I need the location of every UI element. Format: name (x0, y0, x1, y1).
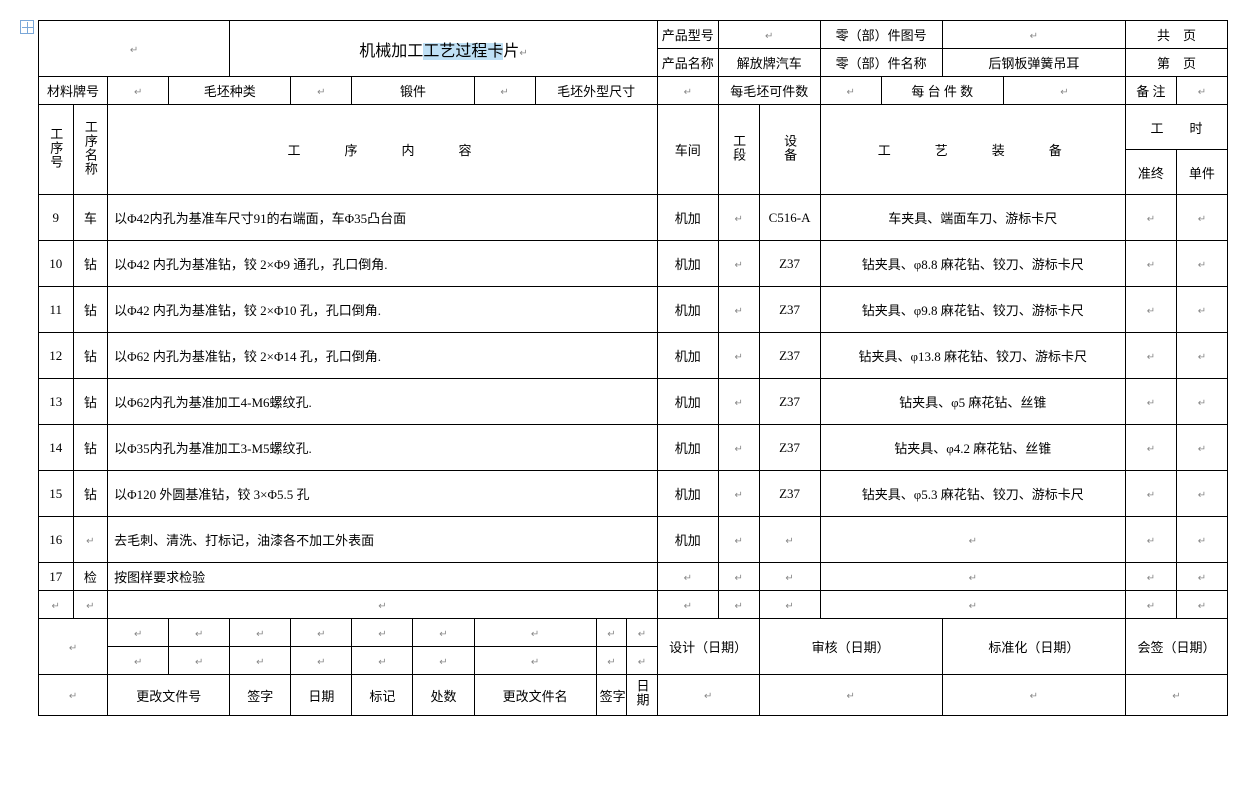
value-blank-type: 锻件 (352, 77, 474, 105)
label-std: 标准化（日期） (942, 619, 1125, 675)
signature-row-3: ↵ 更改文件号 签字 日期 标记 处数 更改文件名 签字 日期 ↵ ↵ ↵ ↵ (38, 675, 1227, 716)
label-date-2: 日期 (627, 675, 658, 716)
label-qty: 处数 (413, 675, 474, 716)
label-signature: 签字 (230, 675, 291, 716)
label-total-pages: 共 页 (1125, 21, 1227, 49)
label-audit: 审核（日期） (759, 619, 942, 675)
table-row: 10钻 以Φ42 内孔为基准钻，铰 2×Φ9 通孔，孔口倒角. 机加↵Z37 钻… (38, 241, 1227, 287)
label-part-name: 零（部）件名称 (820, 49, 942, 77)
label-cosign: 会签（日期） (1125, 619, 1227, 675)
label-part-drawing: 零（部）件图号 (820, 21, 942, 49)
label-time: 工 时 (1125, 105, 1227, 150)
label-design: 设计（日期） (657, 619, 759, 675)
label-unit-time: 单件 (1176, 150, 1227, 195)
signature-row-1: ↵ ↵↵↵ ↵↵↵ ↵↵↵ 设计（日期） 审核（日期） 标准化（日期） 会签（日… (38, 619, 1227, 647)
process-card-table: ↵ 机械加工工艺过程卡片↵ 产品型号 ↵ 零（部）件图号 ↵ 共 页 产品名称 … (38, 20, 1228, 716)
table-row: 9车 以Φ42内孔为基准车尺寸91的右端面，车Φ35凸台面 机加↵C516-A … (38, 195, 1227, 241)
label-date: 日期 (291, 675, 352, 716)
table-row: 14钻 以Φ35内孔为基准加工3-M5螺纹孔. 机加↵Z37 钻夹具、φ4.2 … (38, 425, 1227, 471)
label-seq-name: 工序名称 (73, 105, 108, 195)
header-row-4: 工序号 工序名称 工 序 内 容 车间 工段 设备 工 艺 装 备 工 时 (38, 105, 1227, 150)
label-per-blank: 每毛坯可件数 (718, 77, 820, 105)
table-row: 15钻 以Φ120 外圆基准钻，铰 3×Φ5.5 孔 机加↵Z37 钻夹具、φ5… (38, 471, 1227, 517)
label-change-name: 更改文件名 (474, 675, 596, 716)
label-signature-2: 签字 (596, 675, 627, 716)
table-anchor-icon (20, 20, 34, 34)
value-part-name: 后钢板弹簧吊耳 (942, 49, 1125, 77)
label-seq-no: 工序号 (38, 105, 73, 195)
label-shop: 车间 (657, 105, 718, 195)
value-product-name: 解放牌汽车 (718, 49, 820, 77)
label-change-doc: 更改文件号 (108, 675, 230, 716)
label-prep-time: 准终 (1125, 150, 1176, 195)
label-mark: 标记 (352, 675, 413, 716)
table-row: 11钻 以Φ42 内孔为基准钻，铰 2×Φ10 孔，孔口倒角. 机加↵Z37 钻… (38, 287, 1227, 333)
label-product-model: 产品型号 (657, 21, 718, 49)
label-fixture: 工 艺 装 备 (820, 105, 1125, 195)
label-page-no: 第 页 (1125, 49, 1227, 77)
table-row: 16↵ 去毛刺、清洗、打标记，油漆各不加工外表面 机加↵↵ ↵↵↵ (38, 517, 1227, 563)
label-blank-size: 毛坯外型尺寸 (535, 77, 657, 105)
label-blank-type: 毛坯种类 (169, 77, 291, 105)
label-section: 工段 (718, 105, 759, 195)
table-row: 17检 按图样要求检验 ↵↵↵ ↵↵↵ (38, 563, 1227, 591)
table-row: 12钻 以Φ62 内孔为基准钻，铰 2×Φ14 孔，孔口倒角. 机加↵Z37 钻… (38, 333, 1227, 379)
card-title: 机械加工工艺过程卡片↵ (230, 21, 658, 77)
table-row: 13钻 以Φ62内孔为基准加工4-M6螺纹孔. 机加↵Z37 钻夹具、φ5 麻花… (38, 379, 1227, 425)
label-remark: 备 注 (1125, 77, 1176, 105)
header-row-3: 材料牌号 ↵ 毛坯种类 ↵ 锻件 ↵ 毛坯外型尺寸 ↵ 每毛坯可件数 ↵ 每 台… (38, 77, 1227, 105)
header-row-1: ↵ 机械加工工艺过程卡片↵ 产品型号 ↵ 零（部）件图号 ↵ 共 页 (38, 21, 1227, 49)
label-per-set: 每 台 件 数 (881, 77, 1003, 105)
label-equipment: 设备 (759, 105, 820, 195)
label-product-name: 产品名称 (657, 49, 718, 77)
table-row-empty: ↵↵ ↵ ↵↵↵ ↵↵↵ (38, 591, 1227, 619)
label-material: 材料牌号 (38, 77, 107, 105)
label-content: 工 序 内 容 (108, 105, 658, 195)
